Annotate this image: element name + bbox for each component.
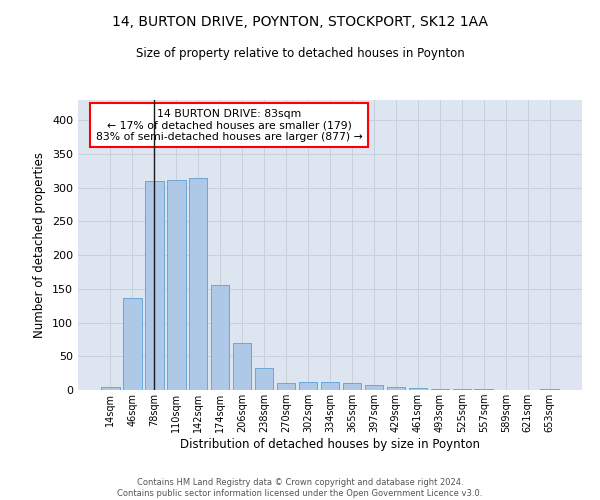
Bar xyxy=(189,178,208,390)
Bar xyxy=(386,388,405,390)
Bar xyxy=(299,382,317,390)
Text: Size of property relative to detached houses in Poynton: Size of property relative to detached ho… xyxy=(136,48,464,60)
Bar xyxy=(343,384,361,390)
Bar xyxy=(101,388,119,390)
Bar xyxy=(167,180,185,390)
Bar xyxy=(365,386,383,390)
Bar xyxy=(123,298,142,390)
Text: Contains HM Land Registry data © Crown copyright and database right 2024.
Contai: Contains HM Land Registry data © Crown c… xyxy=(118,478,482,498)
Text: 14 BURTON DRIVE: 83sqm
← 17% of detached houses are smaller (179)
83% of semi-de: 14 BURTON DRIVE: 83sqm ← 17% of detached… xyxy=(96,108,362,142)
Bar xyxy=(277,384,295,390)
Bar xyxy=(233,343,251,390)
Bar xyxy=(431,388,449,390)
Text: 14, BURTON DRIVE, POYNTON, STOCKPORT, SK12 1AA: 14, BURTON DRIVE, POYNTON, STOCKPORT, SK… xyxy=(112,15,488,29)
X-axis label: Distribution of detached houses by size in Poynton: Distribution of detached houses by size … xyxy=(180,438,480,451)
Bar xyxy=(409,388,427,390)
Bar xyxy=(541,388,559,390)
Bar xyxy=(145,181,164,390)
Y-axis label: Number of detached properties: Number of detached properties xyxy=(34,152,46,338)
Bar xyxy=(255,368,274,390)
Bar xyxy=(320,382,340,390)
Bar xyxy=(211,286,229,390)
